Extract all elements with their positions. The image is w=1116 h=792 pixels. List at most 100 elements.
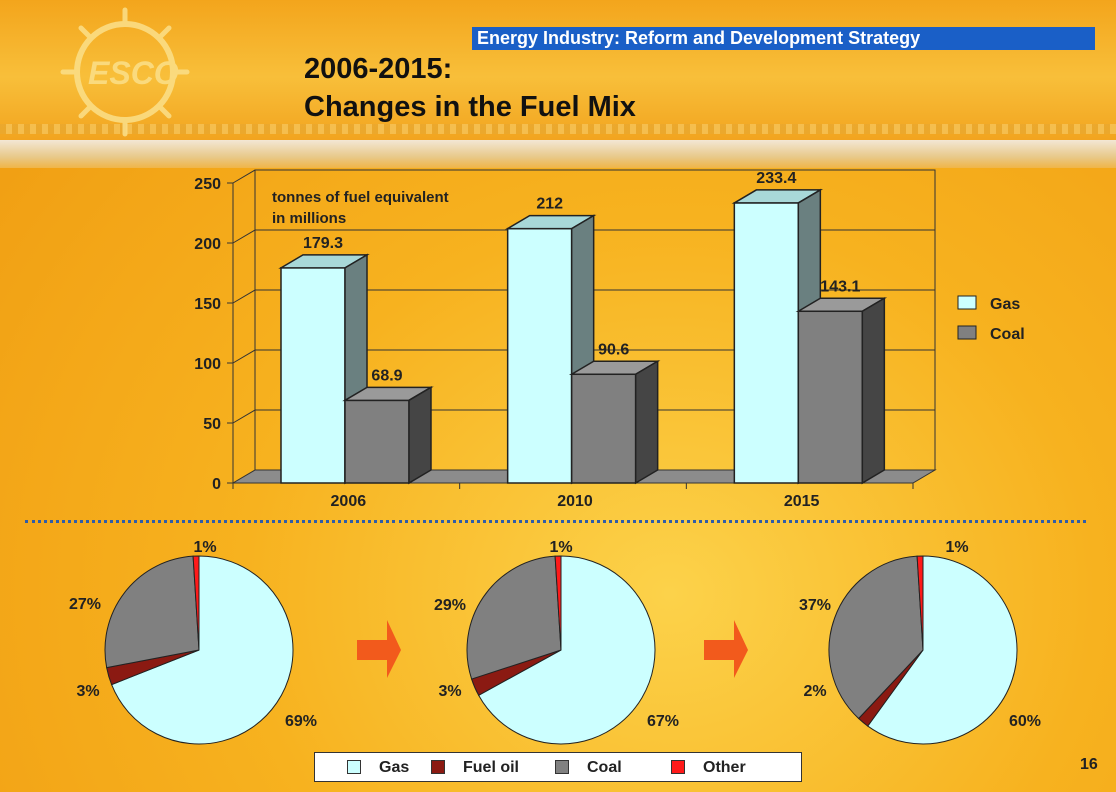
pie-slice-other [916,555,924,651]
title-line-1: 2006-2015: [304,53,453,85]
bar-front [506,227,573,484]
pie-slice-other [554,555,562,651]
bar-value-label: 143.1 [820,278,860,295]
pie-chart-3 [828,555,1018,745]
bar-front [733,202,800,484]
title-line-2: Changes in the Fuel Mix [304,91,636,123]
bar-side [344,253,368,485]
legend-swatch-fuel-oil [431,760,445,774]
pie-slice-gas [867,555,1018,745]
plot-floor [231,469,937,484]
pie-label-other: 1% [193,539,216,556]
bar-front [797,310,864,484]
gridline [232,349,935,364]
y-tick-label: 0 [212,476,221,493]
bar-gas-2015 [731,188,824,485]
light-band [0,140,1116,168]
pie-label-fuel-oil: 3% [438,683,461,700]
bar-side [570,214,595,485]
bar-front [570,373,637,484]
gridline [232,169,935,184]
bar-top [568,360,661,376]
y-tick-label: 100 [194,356,221,373]
pie-slice-other [192,555,200,651]
pie-label-coal: 37% [799,597,831,614]
page-number: 16 [1080,756,1098,773]
bar-gas-2006 [278,253,370,485]
legend-swatch-gas [347,760,361,774]
pie-label-coal: 27% [69,596,101,613]
legend-swatch-coal [555,760,569,774]
pie-label-other: 1% [549,539,572,556]
pie-label-gas: 69% [285,713,317,730]
pie-slice-coal [466,555,562,680]
y-tick-label: 50 [203,416,221,433]
pie-label-fuel-oil: 2% [803,683,826,700]
bar-top [504,214,597,230]
bar-gas-2010 [504,214,597,485]
legend-label-coal: Coal [587,759,622,776]
bar-coal-2010 [568,359,661,485]
arrow-icon [357,620,401,678]
y-tick-label: 150 [194,296,221,313]
arrow-icon [704,620,748,678]
pie-legend: Gas Fuel oil Coal Other [314,752,802,782]
x-tick-label: 2006 [331,493,367,510]
pie-slice-fuel-oil [857,649,924,727]
bar-front [344,399,410,484]
bar-top [278,254,370,269]
pie-chart-1 [104,555,294,745]
bar-side [797,188,822,485]
x-tick-label: 2010 [557,493,593,510]
gridline [232,409,935,424]
bar-legend-swatch-coal [957,325,977,340]
dotted-divider-left [25,520,395,523]
bar-legend-box [944,284,1040,350]
bar-top [731,189,824,204]
svg-text:ESCO: ESCO [88,55,179,91]
page-title: 2006-2015: Changes in the Fuel Mix [304,50,636,126]
bar-value-label: 233.4 [756,170,796,187]
pie-slice-coal [104,555,200,669]
bar-legend-swatch-gas [957,295,977,310]
legend-swatch-other [671,760,685,774]
y-tick-label: 200 [194,236,221,253]
bar-legend-label-gas: Gas [990,296,1020,313]
bar-coal-2006 [342,386,434,485]
bar-value-label: 90.6 [598,341,629,358]
bar-legend-label-coal: Coal [990,326,1025,343]
gridline [232,289,935,304]
bar-value-label: 179.3 [303,235,343,252]
gridline [232,229,935,244]
pie-slice-gas [477,555,656,745]
bar-top [342,386,434,402]
legend-label-gas: Gas [379,759,410,776]
legend-label-other: Other [703,759,746,776]
y-tick-label: 250 [194,176,221,193]
header-stripe [0,124,1116,134]
banner-title: Energy Industry: Reform and Development … [472,27,1095,50]
pie-slice-coal [828,555,924,720]
x-tick-label: 2015 [784,493,820,510]
pie-label-other: 1% [945,539,968,556]
esco-logo: ESCO [60,7,190,137]
bar-top [795,297,888,313]
plot-back-wall [254,169,936,471]
pie-label-gas: 60% [1009,713,1041,730]
pie-label-coal: 29% [434,597,466,614]
pie-slice-gas [110,555,294,745]
chart-annotation: in millions [272,210,346,227]
bar-front [280,267,346,484]
bar-value-label: 212 [536,196,563,213]
bar-value-label: 68.9 [371,367,402,384]
pie-slice-fuel-oil [106,649,200,686]
bar-side [634,359,659,485]
pie-label-gas: 67% [647,713,679,730]
bar-side [408,386,432,485]
pie-label-fuel-oil: 3% [76,683,99,700]
pie-chart-2 [466,555,656,745]
pie-slice-fuel-oil [470,649,562,696]
bar-coal-2015 [795,296,888,485]
chart-annotation: tonnes of fuel equivalent [272,189,449,206]
legend-label-fuel-oil: Fuel oil [463,759,519,776]
